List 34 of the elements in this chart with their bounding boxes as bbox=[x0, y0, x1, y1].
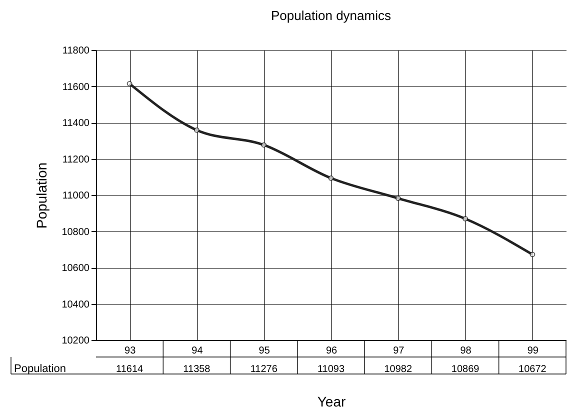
point bbox=[328, 175, 334, 181]
y-tick-label: 11600 bbox=[62, 82, 90, 93]
point bbox=[530, 252, 536, 258]
x-axis-title: Year bbox=[317, 394, 346, 410]
point bbox=[194, 127, 200, 133]
y-tick-label: 11200 bbox=[62, 154, 90, 166]
y-tick-label: 10600 bbox=[62, 263, 90, 274]
x-tick-label: 93 bbox=[124, 346, 136, 356]
data-label: 10672 bbox=[518, 364, 547, 375]
y-tick-label: 11000 bbox=[62, 190, 90, 202]
point bbox=[395, 196, 401, 201]
text: Population bbox=[14, 363, 66, 375]
point bbox=[462, 216, 468, 222]
x-tick-label: 96 bbox=[326, 346, 338, 356]
point bbox=[261, 142, 267, 148]
x-tick-label: 99 bbox=[527, 346, 539, 356]
y-tick-label: 11400 bbox=[62, 118, 90, 129]
data-label: 11276 bbox=[250, 364, 278, 375]
y-tick-label: 11800 bbox=[62, 46, 90, 56]
data-label: 10982 bbox=[384, 364, 412, 375]
point bbox=[126, 80, 132, 86]
x-tick-label: 94 bbox=[192, 346, 204, 356]
data-label: 11093 bbox=[317, 364, 345, 375]
y-tick-label: 10200 bbox=[62, 336, 90, 346]
data-label: 11358 bbox=[183, 364, 211, 375]
y-tick-label: 10400 bbox=[62, 299, 90, 310]
data-label: 11614 bbox=[116, 364, 144, 375]
x-tick-label: 95 bbox=[258, 346, 270, 356]
data-label: 10869 bbox=[451, 364, 480, 375]
y-tick-label: 10800 bbox=[62, 226, 90, 238]
x-tick-label: 97 bbox=[393, 346, 405, 356]
chart-title: Population dynamics bbox=[271, 8, 392, 23]
x-tick-label: 98 bbox=[460, 346, 472, 356]
y-axis-title: Population bbox=[34, 162, 50, 229]
